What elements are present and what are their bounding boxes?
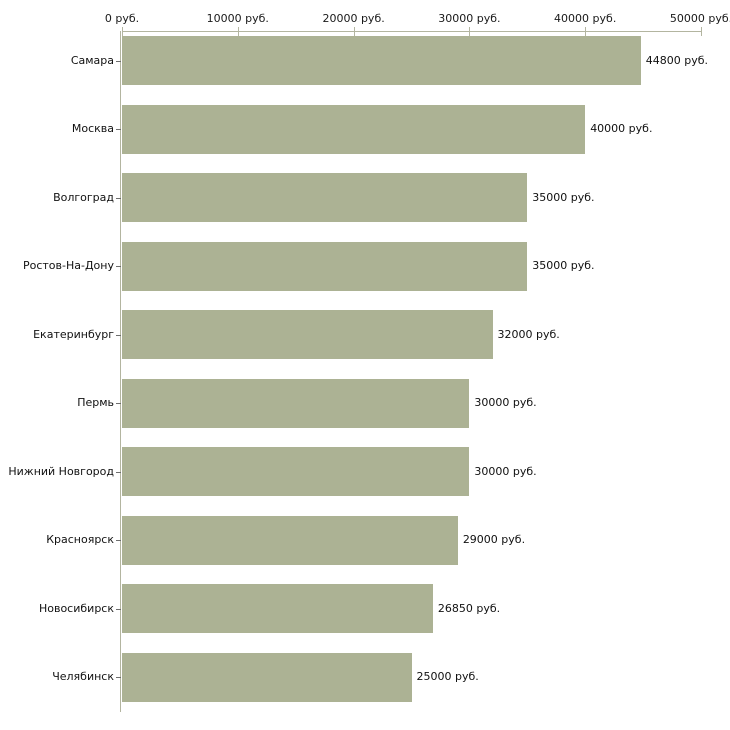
y-axis-tick (116, 609, 121, 610)
x-axis-tick-label: 20000 руб. (322, 12, 385, 25)
y-axis-tick (116, 198, 121, 199)
x-axis-tick (469, 27, 471, 36)
y-axis-tick (116, 677, 121, 678)
x-axis-tick (585, 27, 587, 36)
bar[interactable] (122, 241, 528, 291)
bar-value-label: 35000 руб. (532, 259, 595, 272)
category-label: Волгоград (53, 190, 114, 204)
bar-value-label: 25000 руб. (416, 670, 479, 683)
x-axis-tick (701, 27, 702, 36)
category-label-row: Красноярск (0, 533, 114, 547)
bar[interactable] (122, 584, 433, 633)
category-label-row: Новосибирск (0, 602, 114, 616)
bar-value-label: 32000 руб. (497, 327, 560, 341)
category-label-row: Самара (0, 54, 114, 68)
x-axis-tick-label: 30000 руб. (438, 12, 501, 25)
bar[interactable] (122, 652, 412, 702)
x-axis-tick (353, 27, 355, 36)
bar-value-label: 29000 руб. (462, 533, 526, 546)
x-axis-tick-label: 0 руб. (104, 12, 140, 25)
bar-value-label: 40000 руб. (590, 122, 653, 135)
category-label: Пермь (77, 396, 114, 409)
category-label-row: Ростов-На-Дону (0, 259, 114, 273)
category-label-row: Нижний Новгород (0, 465, 114, 479)
bar[interactable] (122, 378, 470, 428)
category-label: Ростов-На-Дону (22, 259, 114, 272)
y-axis-tick (116, 266, 121, 267)
y-axis-tick (116, 540, 121, 541)
x-axis-tick (237, 27, 239, 36)
bar-value-label: 30000 руб. (474, 464, 537, 478)
category-label: Екатеринбург (33, 327, 114, 341)
category-label: Москва (71, 122, 114, 135)
y-axis-tick (116, 472, 121, 473)
bar[interactable] (122, 173, 528, 222)
y-axis-line (120, 31, 121, 712)
category-label: Красноярск (46, 533, 114, 546)
category-label: Новосибирск (38, 601, 114, 615)
y-axis-tick (116, 61, 121, 62)
x-axis-tick-label: 40000 руб. (554, 12, 617, 25)
bar-value-label: 30000 руб. (474, 396, 537, 409)
category-label: Челябинск (52, 670, 114, 683)
category-label-row: Москва (0, 122, 114, 136)
bar-value-label: 44800 руб. (645, 53, 709, 67)
bar-value-label: 26850 руб. (437, 601, 501, 615)
category-label-row: Волгоград (0, 191, 114, 205)
category-label-row: Екатеринбург (0, 328, 114, 342)
bar[interactable] (122, 515, 458, 565)
y-axis-tick (116, 335, 121, 336)
category-label: Самара (70, 53, 114, 67)
bar[interactable] (122, 36, 641, 85)
x-axis-tick-label: 50000 руб. (669, 12, 730, 25)
category-label-row: Пермь (0, 396, 114, 410)
category-label: Нижний Новгород (8, 464, 114, 478)
x-axis-line (122, 31, 701, 32)
bar[interactable] (122, 310, 493, 359)
y-axis-tick (116, 403, 121, 404)
x-axis-tick (122, 27, 123, 36)
bar[interactable] (122, 447, 470, 496)
bar-value-label: 35000 руб. (532, 190, 595, 204)
x-axis-tick-label: 10000 руб. (206, 12, 269, 25)
category-label-row: Челябинск (0, 670, 114, 684)
bar[interactable] (122, 104, 586, 154)
y-axis-tick (116, 129, 121, 130)
